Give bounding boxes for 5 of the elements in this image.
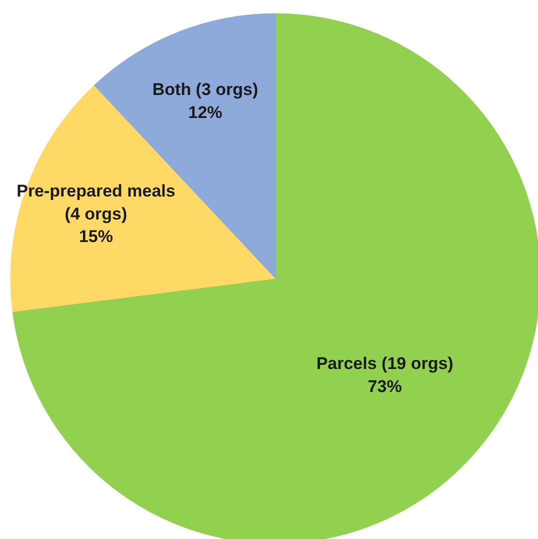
slice-label: Parcels (19 orgs) (316, 354, 454, 373)
data-label: 73% (368, 376, 402, 396)
data-label: 12% (188, 103, 222, 122)
data-label: 15% (78, 227, 113, 246)
slice-label: Both (3 orgs) (152, 80, 258, 100)
